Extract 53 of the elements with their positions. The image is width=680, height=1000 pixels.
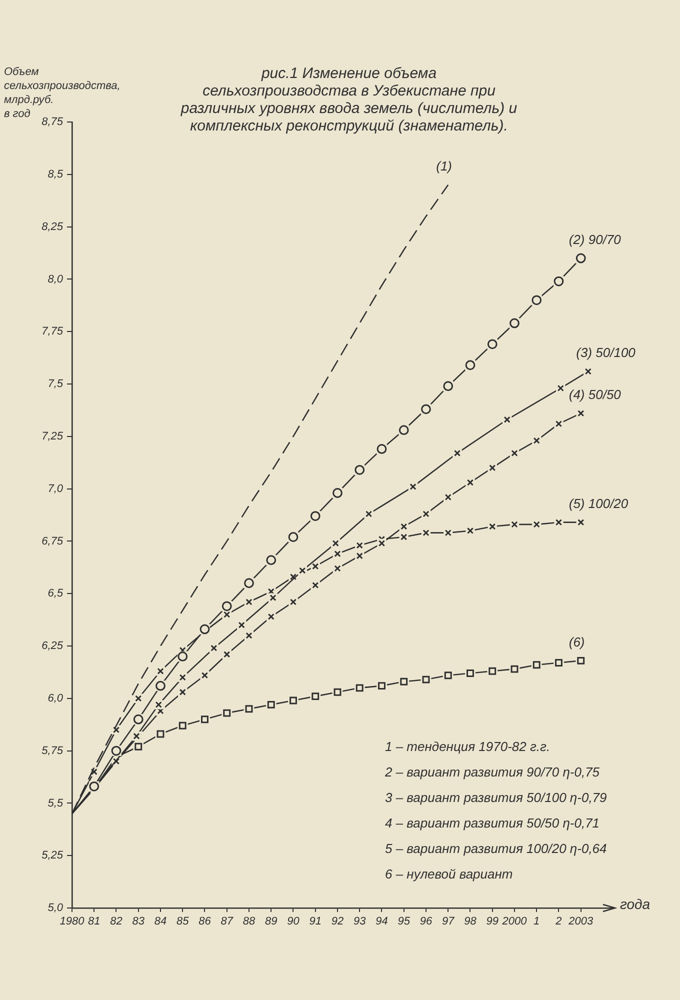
x-axis-title: года — [620, 896, 650, 912]
x-tick-label: 95 — [398, 916, 411, 928]
y-tick-label: 6,0 — [48, 692, 64, 704]
y-tick-label: 6,25 — [42, 640, 64, 652]
y-tick-label: 5,0 — [48, 902, 64, 914]
series-label: (5) 100/20 — [568, 496, 629, 511]
x-tick-label: 87 — [220, 916, 234, 928]
y-tick-label: 7,0 — [48, 482, 64, 495]
x-tick-label: 83 — [132, 916, 146, 928]
y-tick-label: 7,25 — [42, 430, 64, 442]
x-tick-label: 93 — [354, 916, 367, 928]
x-tick-label: 81 — [88, 916, 100, 928]
y-tick-label: 5,5 — [48, 797, 64, 810]
annotation: 3 – вариант развития 50/100 η-0,79 — [385, 790, 607, 806]
annotation: 2 – вариант развития 90/70 η-0,75 — [384, 764, 600, 780]
x-tick-label: 1980 — [60, 916, 86, 928]
x-tick-label: 91 — [309, 916, 322, 928]
x-tick-label: 85 — [176, 916, 190, 928]
x-tick-label: 99 — [486, 916, 498, 928]
x-tick-label: 2 — [554, 916, 562, 928]
y-tick-label: 8,25 — [42, 220, 64, 233]
x-tick-label: 89 — [265, 916, 278, 928]
series-label: (2) 90/70 — [568, 232, 622, 247]
x-tick-label: 1 — [534, 916, 540, 928]
y-tick-label: 6,5 — [48, 588, 64, 600]
x-tick-label: 97 — [442, 916, 456, 928]
y-tick-label: 6,75 — [42, 535, 64, 548]
series-label: (3) 50/100 — [576, 345, 636, 360]
annotation: 5 – вариант развития 100/20 η-0,64 — [385, 841, 607, 856]
x-tick-label: 86 — [198, 916, 212, 928]
x-tick-label: 90 — [287, 916, 300, 928]
y-tick-label: 5,75 — [42, 744, 64, 757]
y-tick-label: 8,0 — [48, 273, 64, 286]
x-tick-label: 92 — [331, 916, 344, 928]
y-tick-label: 7,75 — [42, 326, 64, 338]
x-tick-label: 96 — [420, 916, 433, 928]
x-tick-label: 2003 — [568, 916, 594, 928]
y-tick-label: 5,25 — [42, 850, 64, 862]
y-tick-label: 8,5 — [48, 168, 64, 180]
annotation: 1 – тенденция 1970-82 г.г. — [385, 739, 550, 754]
annotation: 4 – вариант развития 50/50 η-0,71 — [385, 816, 600, 831]
series-label: (6) — [568, 634, 585, 650]
x-tick-label: 98 — [464, 916, 478, 928]
series-label: (4) 50/50 — [568, 386, 622, 402]
y-tick-label: 7,5 — [48, 378, 64, 390]
series-label: (1) — [436, 158, 452, 174]
chart-title: рис.1 Изменение объема сельхозпроизводства в Узбекистане при различных уровнях ввода земель (числитель) и комплексных реконструкций (знаменатель). — [180, 65, 518, 135]
annotation: 6 – нулевой вариант — [385, 866, 513, 882]
x-tick-label: 94 — [376, 916, 388, 928]
x-tick-label: 2000 — [501, 916, 528, 928]
x-tick-label: 82 — [110, 916, 122, 928]
x-tick-label: 88 — [242, 916, 256, 928]
x-tick-label: 84 — [154, 916, 167, 928]
